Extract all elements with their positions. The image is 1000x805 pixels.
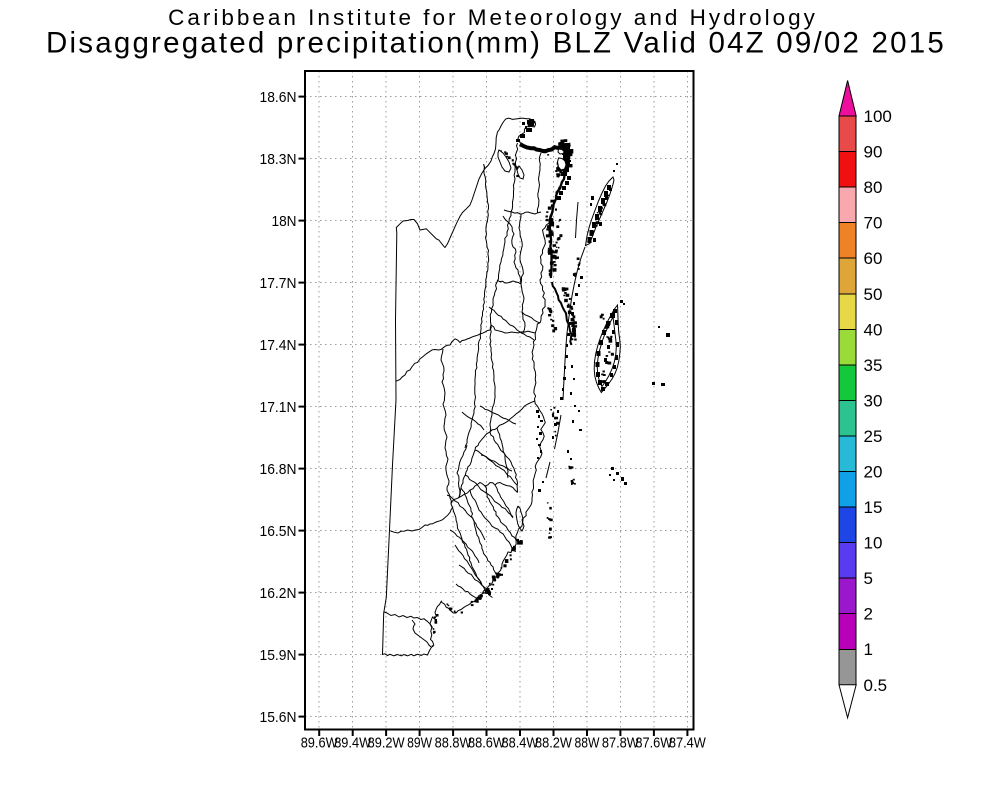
svg-text:17.4N: 17.4N (260, 337, 297, 354)
svg-text:35: 35 (864, 356, 883, 375)
svg-text:88.6W: 88.6W (468, 735, 506, 752)
svg-text:87.4W: 87.4W (669, 735, 707, 752)
svg-text:25: 25 (864, 427, 883, 446)
svg-text:2: 2 (864, 605, 873, 624)
svg-text:18.6N: 18.6N (260, 89, 297, 106)
svg-text:20: 20 (864, 463, 883, 482)
svg-text:Caribbean Institute for Meteor: Caribbean Institute for Meteorology and … (168, 5, 818, 30)
svg-text:90: 90 (864, 143, 883, 162)
svg-text:15: 15 (864, 498, 883, 517)
svg-text:60: 60 (864, 249, 883, 268)
svg-text:1: 1 (864, 640, 873, 659)
svg-text:100: 100 (864, 107, 892, 126)
svg-text:15.9N: 15.9N (260, 647, 297, 664)
svg-text:89.4W: 89.4W (334, 735, 372, 752)
svg-text:88.8W: 88.8W (435, 735, 473, 752)
svg-text:17.1N: 17.1N (260, 399, 297, 416)
svg-text:89.6W: 89.6W (301, 735, 339, 752)
svg-text:18N: 18N (272, 213, 297, 230)
svg-text:10: 10 (864, 534, 883, 553)
svg-text:87.8W: 87.8W (602, 735, 640, 752)
svg-text:0.5: 0.5 (864, 676, 888, 695)
svg-text:17.7N: 17.7N (260, 275, 297, 292)
svg-text:89.2W: 89.2W (368, 735, 406, 752)
svg-text:Disaggregated precipitation(mm: Disaggregated precipitation(mm) BLZ Vali… (46, 27, 946, 60)
svg-text:40: 40 (864, 320, 883, 339)
svg-text:88.4W: 88.4W (502, 735, 540, 752)
svg-text:89W: 89W (407, 735, 433, 752)
svg-text:88W: 88W (575, 735, 601, 752)
svg-text:16.2N: 16.2N (260, 585, 297, 602)
svg-text:80: 80 (864, 178, 883, 197)
svg-text:18.3N: 18.3N (260, 151, 297, 168)
svg-text:30: 30 (864, 391, 883, 410)
svg-text:50: 50 (864, 285, 883, 304)
svg-text:5: 5 (864, 569, 873, 588)
svg-text:87.6W: 87.6W (635, 735, 673, 752)
svg-text:16.8N: 16.8N (260, 461, 297, 478)
svg-text:15.6N: 15.6N (260, 709, 297, 726)
svg-text:88.2W: 88.2W (535, 735, 573, 752)
svg-text:70: 70 (864, 214, 883, 233)
svg-text:16.5N: 16.5N (260, 523, 297, 540)
